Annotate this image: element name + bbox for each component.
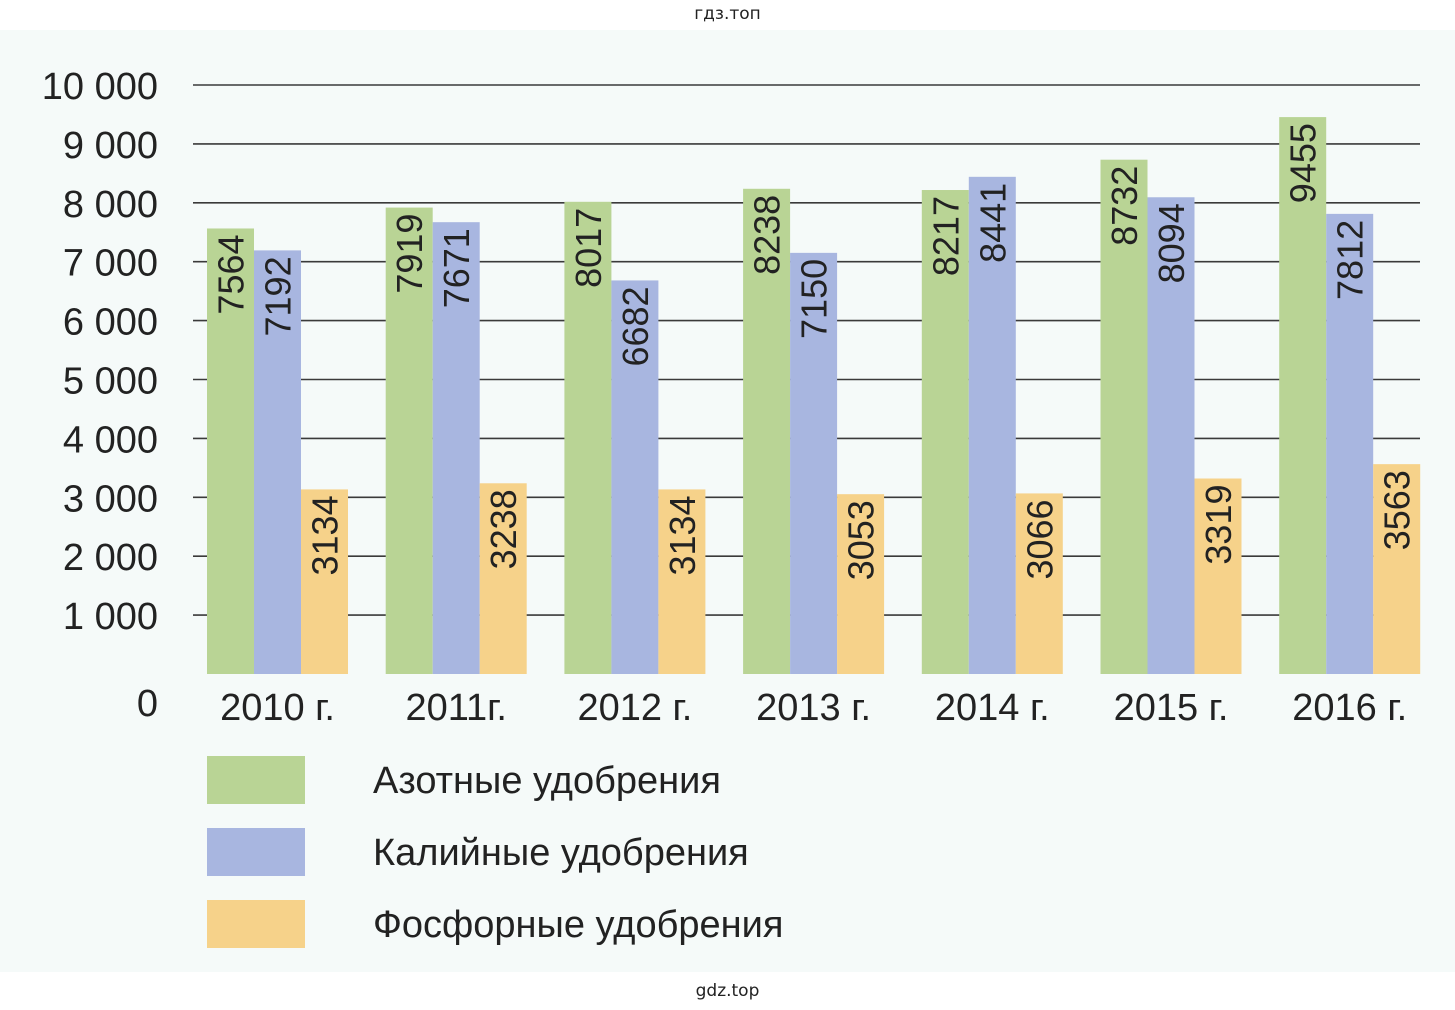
y-tick-label: 9 000 (63, 125, 158, 167)
bar-value-label: 7150 (794, 259, 835, 339)
y-tick-label: 5 000 (63, 361, 158, 403)
bar-phosphorus (479, 483, 527, 674)
chart-panel: 7564 7192 3134 7919 7671 3238 8017 6682 3134 8238… (0, 30, 1455, 972)
bar-potassium (611, 280, 659, 674)
bar-value-label: 3053 (841, 500, 882, 580)
bar-phosphorus (1015, 493, 1063, 674)
bar-value-label: 9455 (1283, 123, 1324, 203)
bar-potassium (432, 222, 480, 674)
y-tick-label: 7 000 (63, 243, 158, 285)
bar-potassium (254, 250, 301, 674)
bar-value-label: 3066 (1019, 499, 1060, 579)
bar-value-label: 8217 (925, 196, 966, 276)
y-tick-label: 10 000 (42, 66, 158, 108)
bar-value-label: 8732 (1104, 166, 1145, 246)
x-tick-label: 2010 г. (220, 687, 335, 729)
watermark-bottom: gdz.top (695, 981, 760, 1001)
bar-value-label: 3238 (483, 489, 524, 569)
legend-label-potassium: Калийные удобрения (373, 832, 749, 874)
bar-value-label: 3134 (305, 495, 346, 575)
legend-label-phosphorus: Фосфорные удобрения (373, 904, 783, 946)
bar-value-label: 3134 (662, 495, 703, 575)
bar-value-label: 6682 (615, 286, 656, 366)
bar-phosphorus (658, 489, 706, 674)
x-tick-label: 2014 г. (935, 687, 1050, 729)
y-tick-label: 3 000 (63, 478, 158, 520)
bar-value-label: 7812 (1330, 220, 1371, 300)
x-tick-label: 2013 г. (756, 687, 871, 729)
bar-value-label: 7919 (389, 214, 430, 294)
bar-nitrogen (921, 190, 969, 674)
x-axis-ticks: 2010 г. 2011г. 2012 г. 2013 г. 2014 г. 2015 г… (220, 687, 1407, 729)
y-tick-label: 1 000 (63, 596, 158, 638)
y-tick-label: 2 000 (63, 537, 158, 579)
bar-value-label: 3319 (1198, 485, 1239, 565)
bar-value-label: 8094 (1151, 203, 1192, 283)
bar-potassium (968, 176, 1016, 674)
bar-nitrogen (564, 201, 612, 674)
x-tick-label: 2015 г. (1114, 687, 1229, 729)
bar-value-label: 7192 (258, 256, 299, 336)
y-axis-ticks: 0 1 000 2 000 3 000 4 000 5 000 6 000 7 000 8 00… (42, 66, 158, 725)
bar-nitrogen (385, 207, 433, 674)
y-tick-label: 6 000 (63, 302, 158, 344)
bar-nitrogen (743, 188, 791, 674)
watermark-top: гдз.топ (694, 4, 761, 24)
bar-value-label: 8017 (568, 208, 609, 288)
legend-swatch-phosphorus (207, 900, 305, 948)
legend-label-nitrogen: Азотные удобрения (373, 760, 721, 802)
bar-phosphorus (301, 489, 348, 674)
bar-nitrogen (207, 228, 254, 674)
legend: Азотные удобрения Калийные удобрения Фосфо… (207, 756, 783, 948)
bar-value-label: 3563 (1377, 470, 1418, 550)
x-tick-label: 2012 г. (577, 687, 692, 729)
bars (207, 117, 1421, 675)
y-tick-label: 8 000 (63, 184, 158, 226)
legend-swatch-potassium (207, 828, 305, 876)
bar-value-label: 7564 (211, 234, 252, 314)
x-tick-label: 2016 г. (1292, 687, 1407, 729)
bar-nitrogen (1100, 159, 1148, 675)
bar-phosphorus (1194, 478, 1242, 674)
bar-phosphorus (1373, 464, 1421, 674)
bar-potassium (1147, 197, 1195, 674)
legend-swatch-nitrogen (207, 756, 305, 804)
bar-nitrogen (1279, 117, 1327, 674)
bar-potassium (1326, 213, 1374, 674)
bar-value-label: 8238 (747, 195, 788, 275)
bar-value-label: 7671 (436, 228, 477, 308)
bar-phosphorus (837, 494, 885, 674)
bar-value-label: 8441 (972, 183, 1013, 263)
x-tick-label: 2011г. (405, 687, 507, 729)
bar-potassium (790, 252, 838, 675)
y-tick-label: 4 000 (63, 419, 158, 461)
y-tick-label: 0 (137, 683, 158, 725)
